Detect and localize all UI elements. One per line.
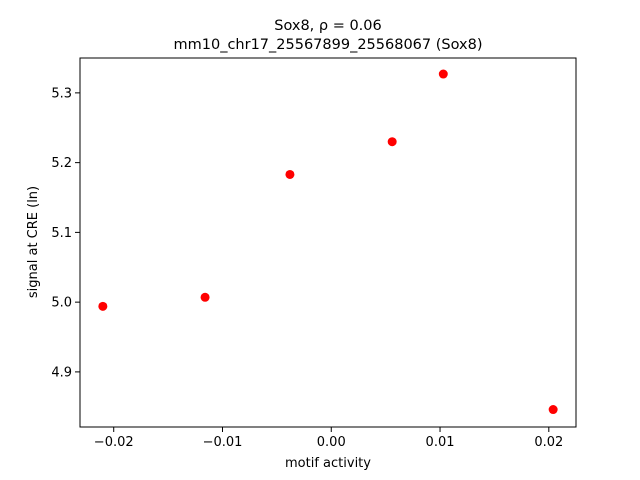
point [387, 137, 397, 147]
x-tick-label: 0.00 [317, 435, 346, 450]
plot-frame [79, 57, 577, 428]
y-axis-label: signal at CRE (ln) [26, 186, 41, 298]
point [548, 405, 558, 415]
y-tick-label: 5.2 [51, 156, 72, 171]
point [438, 69, 448, 79]
y-tick-label: 4.9 [51, 365, 72, 380]
chart-title: Sox8, ρ = 0.06 [274, 18, 382, 34]
point [98, 301, 108, 311]
x-tick-label: −0.02 [94, 435, 134, 450]
x-axis-label: motif activity [285, 456, 371, 471]
point [285, 169, 295, 179]
x-tick-label: 0.02 [534, 435, 563, 450]
x-tick-label: 0.01 [426, 435, 455, 450]
point [200, 292, 210, 302]
chart-subtitle: mm10_chr17_25567899_25568067 (Sox8) [174, 37, 483, 53]
y-tick-label: 5.3 [51, 86, 72, 101]
y-tick-label: 5.0 [51, 296, 72, 311]
y-tick-label: 5.1 [51, 226, 72, 241]
x-tick-label: −0.01 [203, 435, 243, 450]
